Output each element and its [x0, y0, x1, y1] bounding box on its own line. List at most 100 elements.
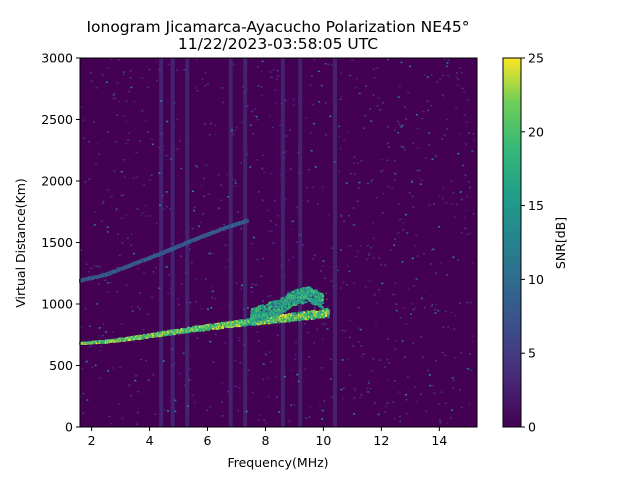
noise-pixel [456, 76, 459, 79]
noise-pixel [274, 89, 277, 91]
noise-pixel [236, 211, 239, 213]
noise-pixel [206, 83, 209, 85]
noise-pixel [131, 305, 134, 308]
noise-pixel [217, 173, 220, 176]
noise-pixel [360, 394, 363, 396]
echo-pixel [299, 292, 302, 295]
noise-pixel [245, 89, 248, 91]
echo-pixel [321, 293, 324, 296]
noise-pixel [439, 78, 442, 80]
noise-pixel [398, 391, 401, 393]
echo-pixel [273, 307, 276, 311]
echo-pixel [314, 294, 317, 297]
echo-pixel [264, 314, 267, 318]
noise-pixel [408, 65, 411, 68]
noise-pixel [386, 159, 389, 162]
noise-pixel [211, 296, 214, 299]
noise-pixel [297, 380, 300, 383]
echo-pixel [327, 309, 330, 312]
echo-pixel [274, 313, 277, 317]
noise-pixel [151, 143, 154, 146]
echo-pixel [205, 326, 208, 329]
noise-pixel [332, 285, 335, 287]
noise-pixel [346, 265, 349, 267]
noise-pixel [101, 202, 104, 204]
noise-pixel [289, 129, 292, 131]
noise-pixel [132, 252, 135, 255]
noise-pixel [343, 220, 346, 223]
noise-pixel [266, 209, 269, 212]
echo-pixel [227, 321, 231, 324]
noise-pixel [131, 310, 134, 312]
noise-pixel [93, 211, 96, 213]
noise-pixel [189, 248, 192, 251]
noise-pixel [210, 306, 213, 309]
noise-pixel [420, 179, 423, 181]
echo-pixel [284, 296, 287, 299]
echo-pixel [300, 297, 303, 300]
interference-column [170, 58, 175, 427]
noise-pixel [451, 377, 454, 379]
echo-pixel [227, 226, 230, 229]
noise-pixel [207, 193, 210, 195]
noise-pixel [148, 68, 151, 71]
noise-pixel [386, 126, 389, 128]
noise-pixel [211, 253, 214, 255]
noise-pixel [346, 358, 349, 361]
echo-pixel [203, 329, 206, 332]
noise-pixel [102, 323, 105, 325]
echo-pixel [312, 314, 315, 317]
noise-pixel [374, 402, 377, 404]
echo-pixel [234, 224, 237, 227]
noise-pixel [430, 295, 433, 297]
noise-pixel [237, 409, 240, 412]
noise-pixel [270, 220, 273, 222]
noise-pixel [423, 306, 426, 309]
echo-pixel [301, 290, 304, 293]
noise-pixel [268, 351, 271, 353]
noise-pixel [106, 67, 109, 69]
noise-pixel [284, 99, 287, 102]
noise-pixel [386, 58, 389, 61]
echo-pixel [179, 331, 182, 334]
echo-pixel [297, 290, 300, 293]
noise-pixel [280, 264, 283, 266]
noise-pixel [264, 352, 267, 355]
echo-pixel [248, 323, 251, 326]
noise-pixel [382, 192, 385, 195]
noise-pixel [93, 121, 96, 123]
noise-pixel [418, 169, 421, 172]
noise-pixel [262, 171, 265, 174]
y-tick-label: 2000 [41, 174, 73, 189]
noise-pixel [115, 141, 118, 143]
noise-pixel [472, 335, 475, 337]
noise-pixel [82, 119, 85, 121]
noise-pixel [392, 293, 395, 296]
noise-pixel [419, 183, 422, 185]
echo-pixel [275, 301, 278, 304]
echo-pixel [314, 292, 317, 295]
noise-pixel [290, 369, 293, 372]
noise-pixel [300, 276, 303, 278]
noise-pixel [193, 401, 196, 404]
noise-pixel [138, 140, 141, 142]
noise-pixel [104, 279, 107, 282]
noise-pixel [120, 170, 123, 173]
noise-pixel [378, 359, 381, 361]
echo-pixel [316, 298, 319, 301]
echo-pixel [310, 298, 313, 301]
echo-pixel [268, 301, 272, 304]
noise-pixel [412, 302, 415, 305]
noise-pixel [242, 308, 245, 311]
colorbar-tick-label: 15 [528, 198, 544, 213]
echo-pixel [276, 313, 279, 316]
echo-pixel [290, 314, 293, 317]
noise-pixel [270, 172, 273, 175]
noise-pixel [392, 401, 395, 403]
echo-pixel [301, 318, 304, 321]
noise-pixel [171, 348, 174, 351]
noise-pixel [271, 126, 274, 129]
noise-pixel [403, 307, 406, 310]
noise-pixel [287, 291, 290, 293]
colorbar [502, 57, 522, 428]
